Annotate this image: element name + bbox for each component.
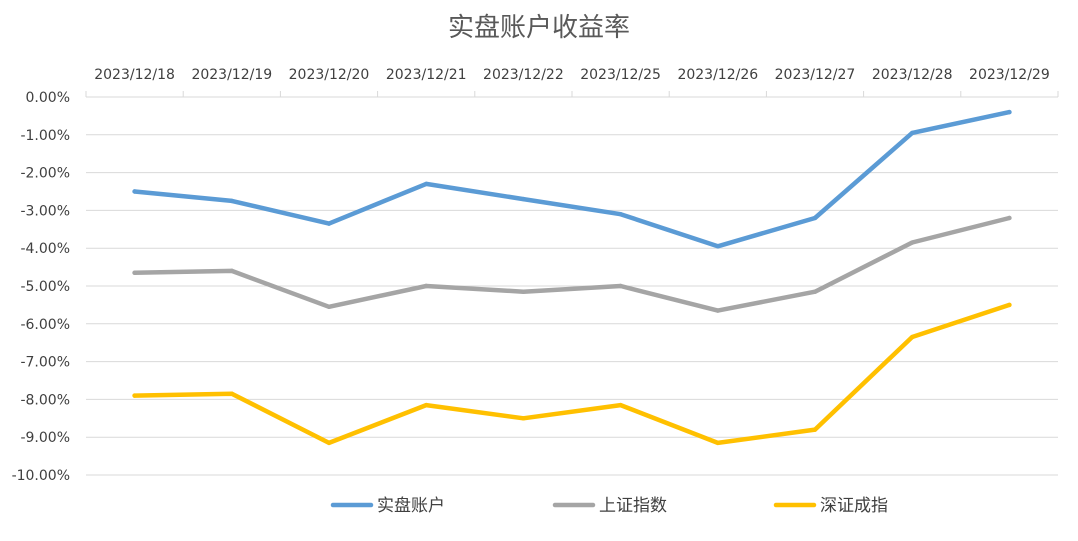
data-point [326,221,332,226]
x-tick-label: 2023/12/26 [677,67,758,83]
x-tick-label: 2023/12/19 [191,67,272,83]
x-tick-label: 2023/12/21 [386,67,467,83]
data-point [618,211,623,217]
data-point [715,440,720,446]
y-tick-label: -7.00% [20,355,70,371]
x-tick-label: 2023/12/28 [872,67,953,83]
data-point [424,283,429,289]
chart-title: 实盘账户收益率 [448,13,630,43]
data-point [812,289,818,294]
data-point [1007,109,1012,115]
y-tick-label: -2.00% [20,166,70,182]
x-tick-label: 2023/12/27 [775,67,856,83]
data-point [618,402,623,408]
data-point [715,308,720,313]
y-tick-label: -10.00% [12,468,70,484]
data-point [424,402,429,408]
y-tick-label: -5.00% [20,279,70,295]
data-point [132,189,137,194]
data-point [910,334,915,340]
data-point [229,268,234,274]
data-point [521,289,526,294]
data-point [424,181,429,187]
legend: 实盘账户 上证指数 深证成指 [330,496,888,516]
data-point [326,304,332,309]
data-point [326,440,332,446]
data-point [715,244,720,249]
data-point [229,198,234,204]
data-point [229,391,234,396]
data-point [521,196,526,202]
x-tick-label: 2023/12/29 [969,67,1050,83]
y-tick-label: -6.00% [20,317,70,333]
y-tick-label: -8.00% [20,392,70,408]
series-line-1 [132,109,1012,249]
data-point [1007,302,1012,308]
x-tick-label: 2023/12/25 [580,67,661,83]
y-axis-ticks: 0.00% -1.00% -2.00% -3.00% -4.00% -5.00% -6.00… [12,90,70,484]
gridlines [85,91,1059,476]
y-tick-label: -1.00% [20,128,70,144]
y-tick-label: 0.00% [26,90,70,106]
legend-label: 深证成指 [820,496,888,516]
data-point [812,427,818,432]
series-line-2 [132,215,1012,313]
y-tick-label: -4.00% [20,241,70,257]
x-axis-ticks: 2023/12/18 2023/12/19 2023/12/20 2023/12/21… [94,67,1050,83]
legend-label: 上证指数 [599,496,667,516]
data-point [1007,215,1012,221]
data-point [910,240,915,245]
data-point [618,283,623,289]
y-tick-label: -9.00% [20,430,70,446]
data-point [812,215,818,221]
series-lines [132,109,1012,446]
legend-label: 实盘账户 [377,496,445,516]
series-line-3 [132,302,1012,446]
data-point [132,270,137,275]
data-point [521,416,526,421]
x-tick-label: 2023/12/20 [289,67,370,83]
y-tick-label: -3.00% [20,203,70,219]
x-tick-label: 2023/12/18 [94,67,175,83]
x-tick-label: 2023/12/22 [483,67,564,83]
data-point [132,393,137,398]
data-point [910,130,915,136]
